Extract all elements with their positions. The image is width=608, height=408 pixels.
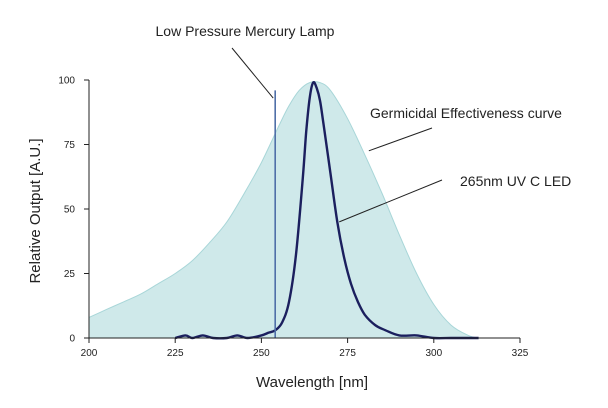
x-tick-label: 325 <box>512 348 529 359</box>
annotation-germicidal-curve: Germicidal Effectiveness curve <box>370 105 562 121</box>
plot-area <box>88 81 479 340</box>
leader-uvc-led <box>339 179 443 223</box>
x-tick-label: 300 <box>425 348 442 359</box>
annotation-uvc-led: 265nm UV C LED <box>460 173 571 189</box>
y-axis-label: Relative Output [A.U.] <box>27 138 44 283</box>
y-tick-label: 0 <box>69 334 75 345</box>
leader-mercury-lamp <box>231 47 274 99</box>
annotation-mercury-lamp: Low Pressure Mercury Lamp <box>156 23 335 39</box>
x-tick-label: 250 <box>253 348 270 359</box>
y-tick-label: 75 <box>64 140 76 151</box>
annotations <box>231 47 443 223</box>
y-tick-label: 25 <box>64 269 76 280</box>
leader-germicidal-curve <box>368 127 433 152</box>
series-germicidal-effectiveness-area <box>88 81 479 339</box>
y-tick-label: 100 <box>58 76 75 87</box>
x-tick-label: 225 <box>167 348 184 359</box>
axes: 200 225 250 275 300 325 0 25 50 75 100 <box>58 76 528 360</box>
x-tick-label: 275 <box>339 348 356 359</box>
x-tick-label: 200 <box>81 348 98 359</box>
x-axis-label: Wavelength [nm] <box>256 374 368 391</box>
series-265nm-uvc-led-line <box>174 81 479 340</box>
y-tick-label: 50 <box>64 205 76 216</box>
